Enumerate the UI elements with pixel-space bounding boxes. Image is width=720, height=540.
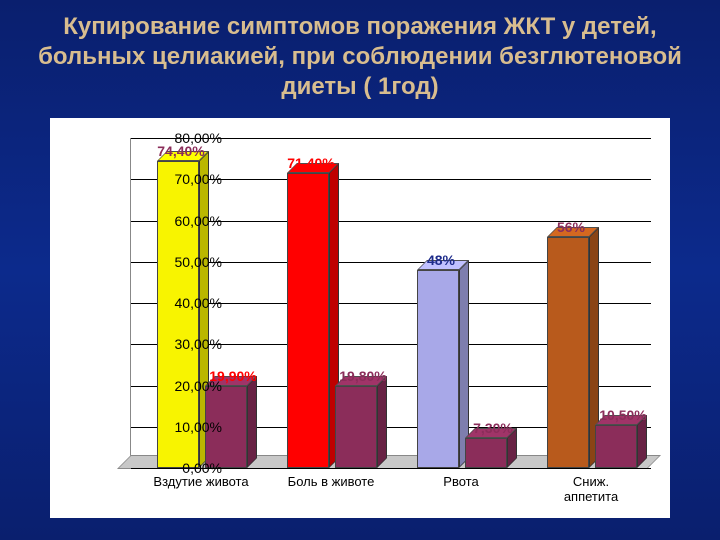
y-tick-label: 60,00% bbox=[142, 213, 222, 229]
y-tick-label: 40,00% bbox=[142, 295, 222, 311]
x-tick-label: Боль в животе bbox=[288, 474, 375, 489]
value-label-after: 19,80% bbox=[339, 368, 386, 384]
y-tick-label: 70,00% bbox=[142, 171, 222, 187]
y-tick-label: 30,00% bbox=[142, 336, 222, 352]
value-label-after: 7,30% bbox=[473, 420, 513, 436]
bar-before bbox=[417, 270, 459, 468]
chart-container: 0,00%10,00%20,00%30,00%40,00%50,00%60,00… bbox=[50, 118, 670, 518]
y-tick-label: 50,00% bbox=[142, 254, 222, 270]
x-tick-label: Рвота bbox=[443, 474, 478, 489]
value-label-before: 74,40% bbox=[157, 143, 204, 159]
x-tick-label: Сниж. аппетита bbox=[552, 474, 631, 504]
value-label-before: 71,40% bbox=[287, 155, 334, 171]
value-label-before: 48% bbox=[427, 252, 455, 268]
bar-before bbox=[287, 173, 329, 468]
bar-before bbox=[547, 237, 589, 468]
y-tick-label: 10,00% bbox=[142, 419, 222, 435]
bar-after bbox=[335, 386, 377, 468]
value-label-before: 56% bbox=[557, 219, 585, 235]
value-label-after: 19,90% bbox=[209, 368, 256, 384]
bar-after bbox=[595, 425, 637, 468]
value-label-after: 10,50% bbox=[599, 407, 646, 423]
bar-after bbox=[465, 438, 507, 468]
chart-title: Купирование симптомов поражения ЖКТ у де… bbox=[0, 0, 720, 108]
x-tick-label: Вздутие живота bbox=[153, 474, 248, 489]
